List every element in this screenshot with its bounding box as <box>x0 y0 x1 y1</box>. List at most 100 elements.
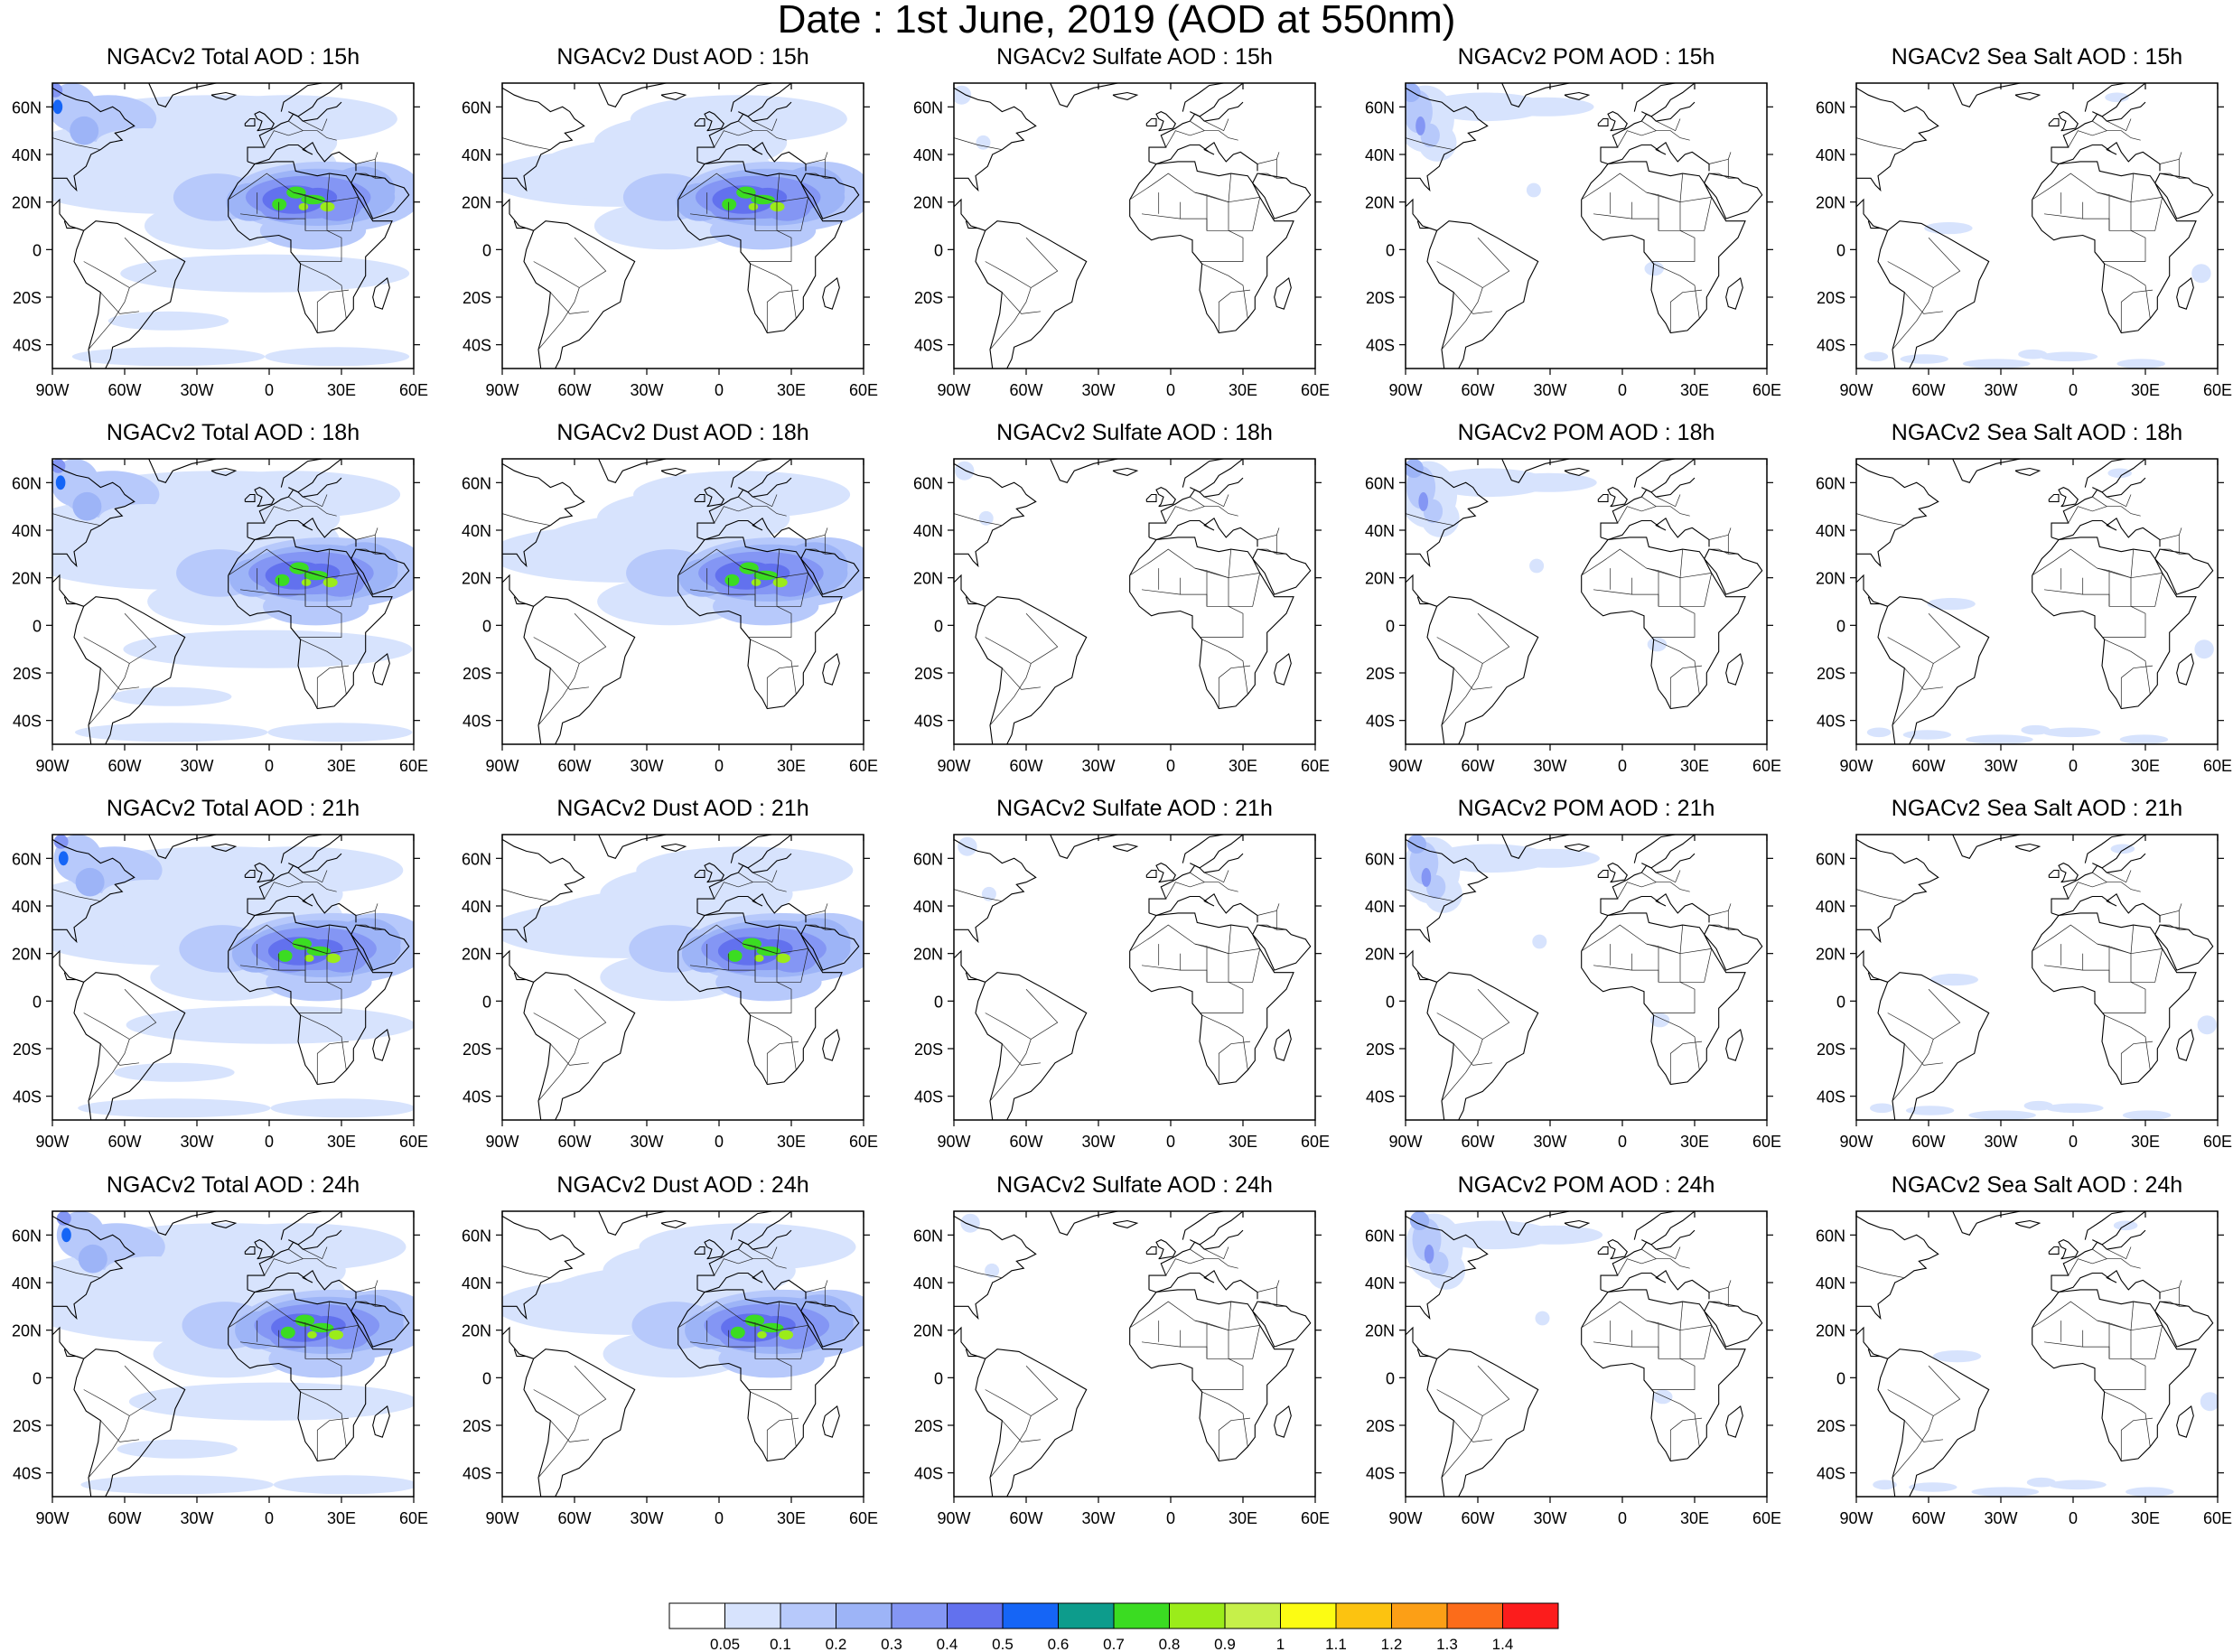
country-border <box>1679 925 1684 954</box>
country-border <box>1190 872 1205 882</box>
aod-shaded-region <box>80 1475 274 1495</box>
aod-shaded-region <box>2107 468 2132 479</box>
lat-tick-label: 20S <box>1366 1417 1395 1435</box>
lon-tick-label: 30E <box>327 1133 356 1151</box>
country-border <box>805 527 828 540</box>
coastline <box>2048 117 2060 126</box>
aod-shaded-region <box>1647 637 1668 652</box>
aod-shaded-region <box>1529 558 1545 574</box>
lat-tick-label: 0 <box>934 1369 943 1387</box>
country-border <box>752 118 778 132</box>
lat-tick-label: 20N <box>1365 194 1395 212</box>
lat-tick-label: 60N <box>462 474 491 492</box>
aod-shaded-region <box>633 471 851 518</box>
aod-shaded-region <box>1905 1106 1955 1115</box>
aod-shaded-region <box>739 562 759 574</box>
country-border <box>83 637 130 726</box>
coastline <box>523 1349 636 1497</box>
country-border <box>533 637 580 726</box>
borders <box>1856 118 2189 350</box>
coastline <box>247 1269 357 1300</box>
country-border <box>1129 548 1229 607</box>
coastline <box>280 83 342 117</box>
country-border <box>2160 548 2180 555</box>
lat-tick-label: 60N <box>913 850 943 868</box>
coastlines <box>954 835 1312 1120</box>
country-border <box>2131 573 2163 607</box>
lat-tick-label: 0 <box>1386 241 1395 259</box>
coastline <box>694 869 705 878</box>
lat-tick-label: 40S <box>462 337 491 355</box>
coastline <box>696 1229 792 1290</box>
country-border <box>1206 194 1260 203</box>
map-frame <box>953 1210 1316 1498</box>
aod-shaded-region <box>1900 354 1948 364</box>
country-border <box>1201 1014 1248 1070</box>
country-border <box>356 924 376 930</box>
country-border <box>1651 229 1696 262</box>
country-border <box>766 1417 799 1461</box>
coastline <box>1581 1289 1746 1462</box>
coastline <box>147 835 217 859</box>
country-border <box>83 1013 130 1102</box>
map-panel: NGACv2 POM AOD : 15h 90W 60W 30W 0 30E 60E <box>1388 45 1781 405</box>
lat-tick-label: 40S <box>1817 1088 1845 1106</box>
panel-title: NGACv2 Total AOD : 15h <box>106 44 360 70</box>
country-border <box>677 548 778 607</box>
country-border <box>1651 605 1696 638</box>
coastline <box>1426 972 1539 1120</box>
coastline <box>210 1219 238 1228</box>
aod-shaded-region <box>307 1330 317 1339</box>
country-border <box>1275 1287 1286 1307</box>
country-border <box>1129 1301 1229 1359</box>
country-border <box>1218 1417 1251 1461</box>
map-svg: 90W 60W 30W 0 30E 60E <box>485 458 878 775</box>
coastline <box>660 1219 687 1228</box>
aod-shaded-region <box>1644 261 1664 276</box>
map-background <box>1856 83 2218 369</box>
lat-tick-label: 0 <box>934 993 943 1011</box>
coastline <box>244 493 256 502</box>
coastline <box>372 1028 390 1061</box>
coastline <box>1148 853 1244 913</box>
map-panel: NGACv2 Sulfate AOD : 21h 90W 60W 30W 0 30E 60E <box>937 797 1330 1156</box>
coastline <box>1951 835 2021 859</box>
coastline <box>1564 467 1591 476</box>
lon-tick-label: 60W <box>1009 757 1042 775</box>
lon-tick-label: 60E <box>399 757 428 775</box>
coastline <box>502 949 534 983</box>
lon-tick-label: 60E <box>849 1509 878 1527</box>
aod-shaded-region <box>1971 1487 2040 1497</box>
country-border <box>2068 506 2141 524</box>
coastlines <box>954 83 1312 369</box>
country-border <box>776 549 780 578</box>
country-border <box>748 605 792 638</box>
aod-shaded-region <box>71 347 266 367</box>
coastline <box>704 1238 724 1260</box>
coastline <box>1607 110 1628 132</box>
country-border <box>1257 548 1277 555</box>
aod-shaded-region <box>2026 1477 2056 1488</box>
country-border <box>1653 639 1700 695</box>
aod-shaded-region <box>730 1326 745 1339</box>
coastline <box>696 853 792 913</box>
coastline <box>1049 459 1118 483</box>
map-svg: 90W 60W 30W 0 30E 60E <box>485 834 878 1151</box>
coastline <box>52 838 135 944</box>
coastline <box>1581 161 1746 334</box>
country-border <box>1904 1420 1944 1442</box>
coastline <box>372 276 390 310</box>
country-border <box>1658 946 1712 955</box>
coastline <box>1564 91 1591 100</box>
lon-tick-label: 0 <box>1618 1509 1627 1527</box>
map-frame <box>1855 458 2219 745</box>
country-border <box>1669 1417 1703 1461</box>
lon-tick-label: 30W <box>630 381 663 399</box>
country-border <box>574 237 607 288</box>
coastline <box>1856 87 1939 192</box>
coastline <box>1112 91 1139 100</box>
country-border <box>298 1358 342 1390</box>
coastline <box>954 462 1037 568</box>
lat-label-column: 60N 40N 20N 0 20S 40S <box>1816 98 1845 354</box>
coastline <box>1155 1238 1176 1260</box>
